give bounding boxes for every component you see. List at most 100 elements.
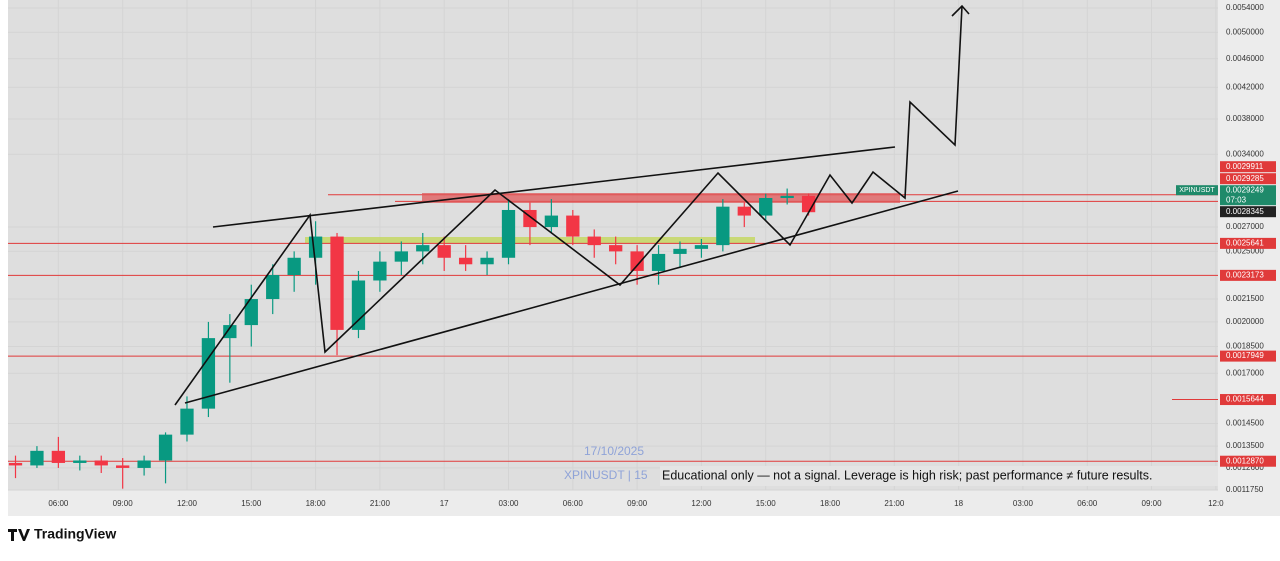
date-text: 17/10/2025 bbox=[584, 444, 644, 458]
y-tick-label: 0.0046000 bbox=[1226, 54, 1264, 63]
price-label-box bbox=[1220, 394, 1276, 406]
symbol-text: XPINUSDT | 15 bbox=[564, 468, 648, 482]
y-tick-label: 0.0054000 bbox=[1226, 3, 1264, 12]
candle-body bbox=[737, 206, 751, 216]
symbol-tag bbox=[1176, 185, 1218, 196]
price-label-box bbox=[1220, 206, 1276, 218]
candle-body bbox=[137, 460, 151, 468]
price-label: 0.0015644 bbox=[1226, 395, 1264, 404]
y-tick-label: 0.0017000 bbox=[1226, 368, 1264, 377]
x-tick-label: 12:00 bbox=[177, 499, 198, 508]
lower-trendline bbox=[184, 190, 959, 404]
x-tick-label: 09:00 bbox=[627, 499, 648, 508]
candle-body bbox=[308, 236, 323, 258]
x-tick-label: 21:00 bbox=[884, 499, 905, 508]
price-label: 0.0025641 bbox=[1226, 238, 1264, 247]
price-label: 0.0023173 bbox=[1226, 270, 1264, 279]
candle-body bbox=[51, 450, 66, 463]
candle-body bbox=[587, 236, 601, 246]
arrow-head bbox=[951, 4, 970, 17]
brand-name: TradingView bbox=[34, 526, 116, 542]
x-tick-label: 21:00 bbox=[370, 499, 391, 508]
zigzag-projection bbox=[174, 5, 963, 406]
y-tick-label: 0.0042000 bbox=[1226, 83, 1264, 92]
x-tick-label: 03:00 bbox=[498, 499, 519, 508]
candle-body bbox=[566, 215, 580, 237]
candle-body bbox=[780, 195, 794, 199]
y-tick-label: 0.0011750 bbox=[1226, 485, 1264, 494]
resistance-zone bbox=[422, 193, 900, 203]
x-tick-label: 09:00 bbox=[1142, 499, 1163, 508]
price-label-box bbox=[1220, 350, 1276, 362]
candle-body bbox=[351, 280, 366, 330]
price-label: 0.0017949 bbox=[1226, 351, 1264, 360]
candle-body bbox=[73, 460, 87, 463]
price-label-box bbox=[1220, 455, 1276, 467]
candle-body bbox=[94, 460, 108, 466]
x-tick-label: 06:00 bbox=[563, 499, 584, 508]
logo-icon bbox=[8, 529, 30, 541]
candle-body bbox=[266, 274, 280, 300]
y-tick-label: 0.0050000 bbox=[1226, 27, 1264, 36]
x-tick-label: 18:00 bbox=[306, 499, 327, 508]
x-tick-label: 06:00 bbox=[1077, 499, 1098, 508]
candle-body bbox=[480, 257, 494, 265]
candle-body bbox=[609, 245, 623, 252]
candle-body bbox=[158, 434, 173, 461]
current-price-box bbox=[1220, 185, 1276, 206]
disclaimer-bg bbox=[660, 466, 1218, 486]
candle-body bbox=[458, 257, 473, 265]
y-tick-label: 0.0021500 bbox=[1226, 294, 1264, 303]
candle-body bbox=[201, 338, 216, 409]
price-label-box bbox=[1220, 269, 1276, 281]
x-tick-label: 12:00 bbox=[691, 499, 712, 508]
candle-body bbox=[544, 215, 559, 228]
candle-body bbox=[330, 236, 344, 330]
drawings bbox=[174, 4, 970, 406]
y-tick-label: 0.0038000 bbox=[1226, 114, 1264, 123]
x-tick-label: 15:00 bbox=[756, 499, 777, 508]
y-tick-label: 0.0020000 bbox=[1226, 317, 1264, 326]
x-tick-label: 06:00 bbox=[48, 499, 69, 508]
y-tick-label: 0.0013500 bbox=[1226, 441, 1264, 450]
x-tick-label: 18:00 bbox=[820, 499, 841, 508]
candle-body bbox=[759, 198, 773, 216]
candle-body bbox=[180, 408, 194, 435]
candle-body bbox=[244, 299, 258, 326]
candle-body bbox=[394, 251, 408, 262]
upper-trendline bbox=[212, 146, 896, 228]
y-tick-label: 0.0025000 bbox=[1226, 246, 1264, 255]
brand-logo: TradingView bbox=[8, 526, 116, 542]
y-tick-label: 0.0034000 bbox=[1226, 149, 1264, 158]
price-label: 0.0029911 bbox=[1226, 162, 1264, 171]
candle-body bbox=[30, 450, 44, 466]
price-label: 0.0012870 bbox=[1226, 456, 1264, 465]
x-tick-label: 15:00 bbox=[241, 499, 262, 508]
candle-body bbox=[287, 257, 301, 275]
symbol-tag-text: XPINUSDT bbox=[1179, 187, 1215, 194]
candle-body bbox=[651, 253, 666, 271]
x-tick-label: 03:00 bbox=[1013, 499, 1034, 508]
price-label: 0.0029285 bbox=[1226, 174, 1264, 183]
x-tick-label: 12:0 bbox=[1208, 499, 1224, 508]
x-tick-label: 09:00 bbox=[113, 499, 134, 508]
candle-body bbox=[673, 248, 687, 254]
y-tick-label: 0.0027000 bbox=[1226, 222, 1264, 231]
current-price: 0.0029249 bbox=[1226, 185, 1264, 194]
countdown: 07:03 bbox=[1226, 195, 1247, 204]
y-tick-label: 0.0018500 bbox=[1226, 342, 1264, 351]
y-tick-label: 0.0012600 bbox=[1226, 463, 1264, 472]
candle-body bbox=[501, 209, 516, 258]
x-tick-label: 17 bbox=[440, 499, 449, 508]
disclaimer: Educational only — not a signal. Leverag… bbox=[662, 468, 1152, 482]
candle-body bbox=[373, 261, 387, 281]
candle-body bbox=[223, 325, 237, 339]
price-label: 0.0028345 bbox=[1226, 207, 1264, 216]
candle-body bbox=[416, 245, 430, 252]
y-tick-label: 0.0014500 bbox=[1226, 419, 1264, 428]
candle-body bbox=[694, 245, 709, 249]
candle-body bbox=[630, 251, 644, 271]
candle-body bbox=[437, 245, 451, 258]
